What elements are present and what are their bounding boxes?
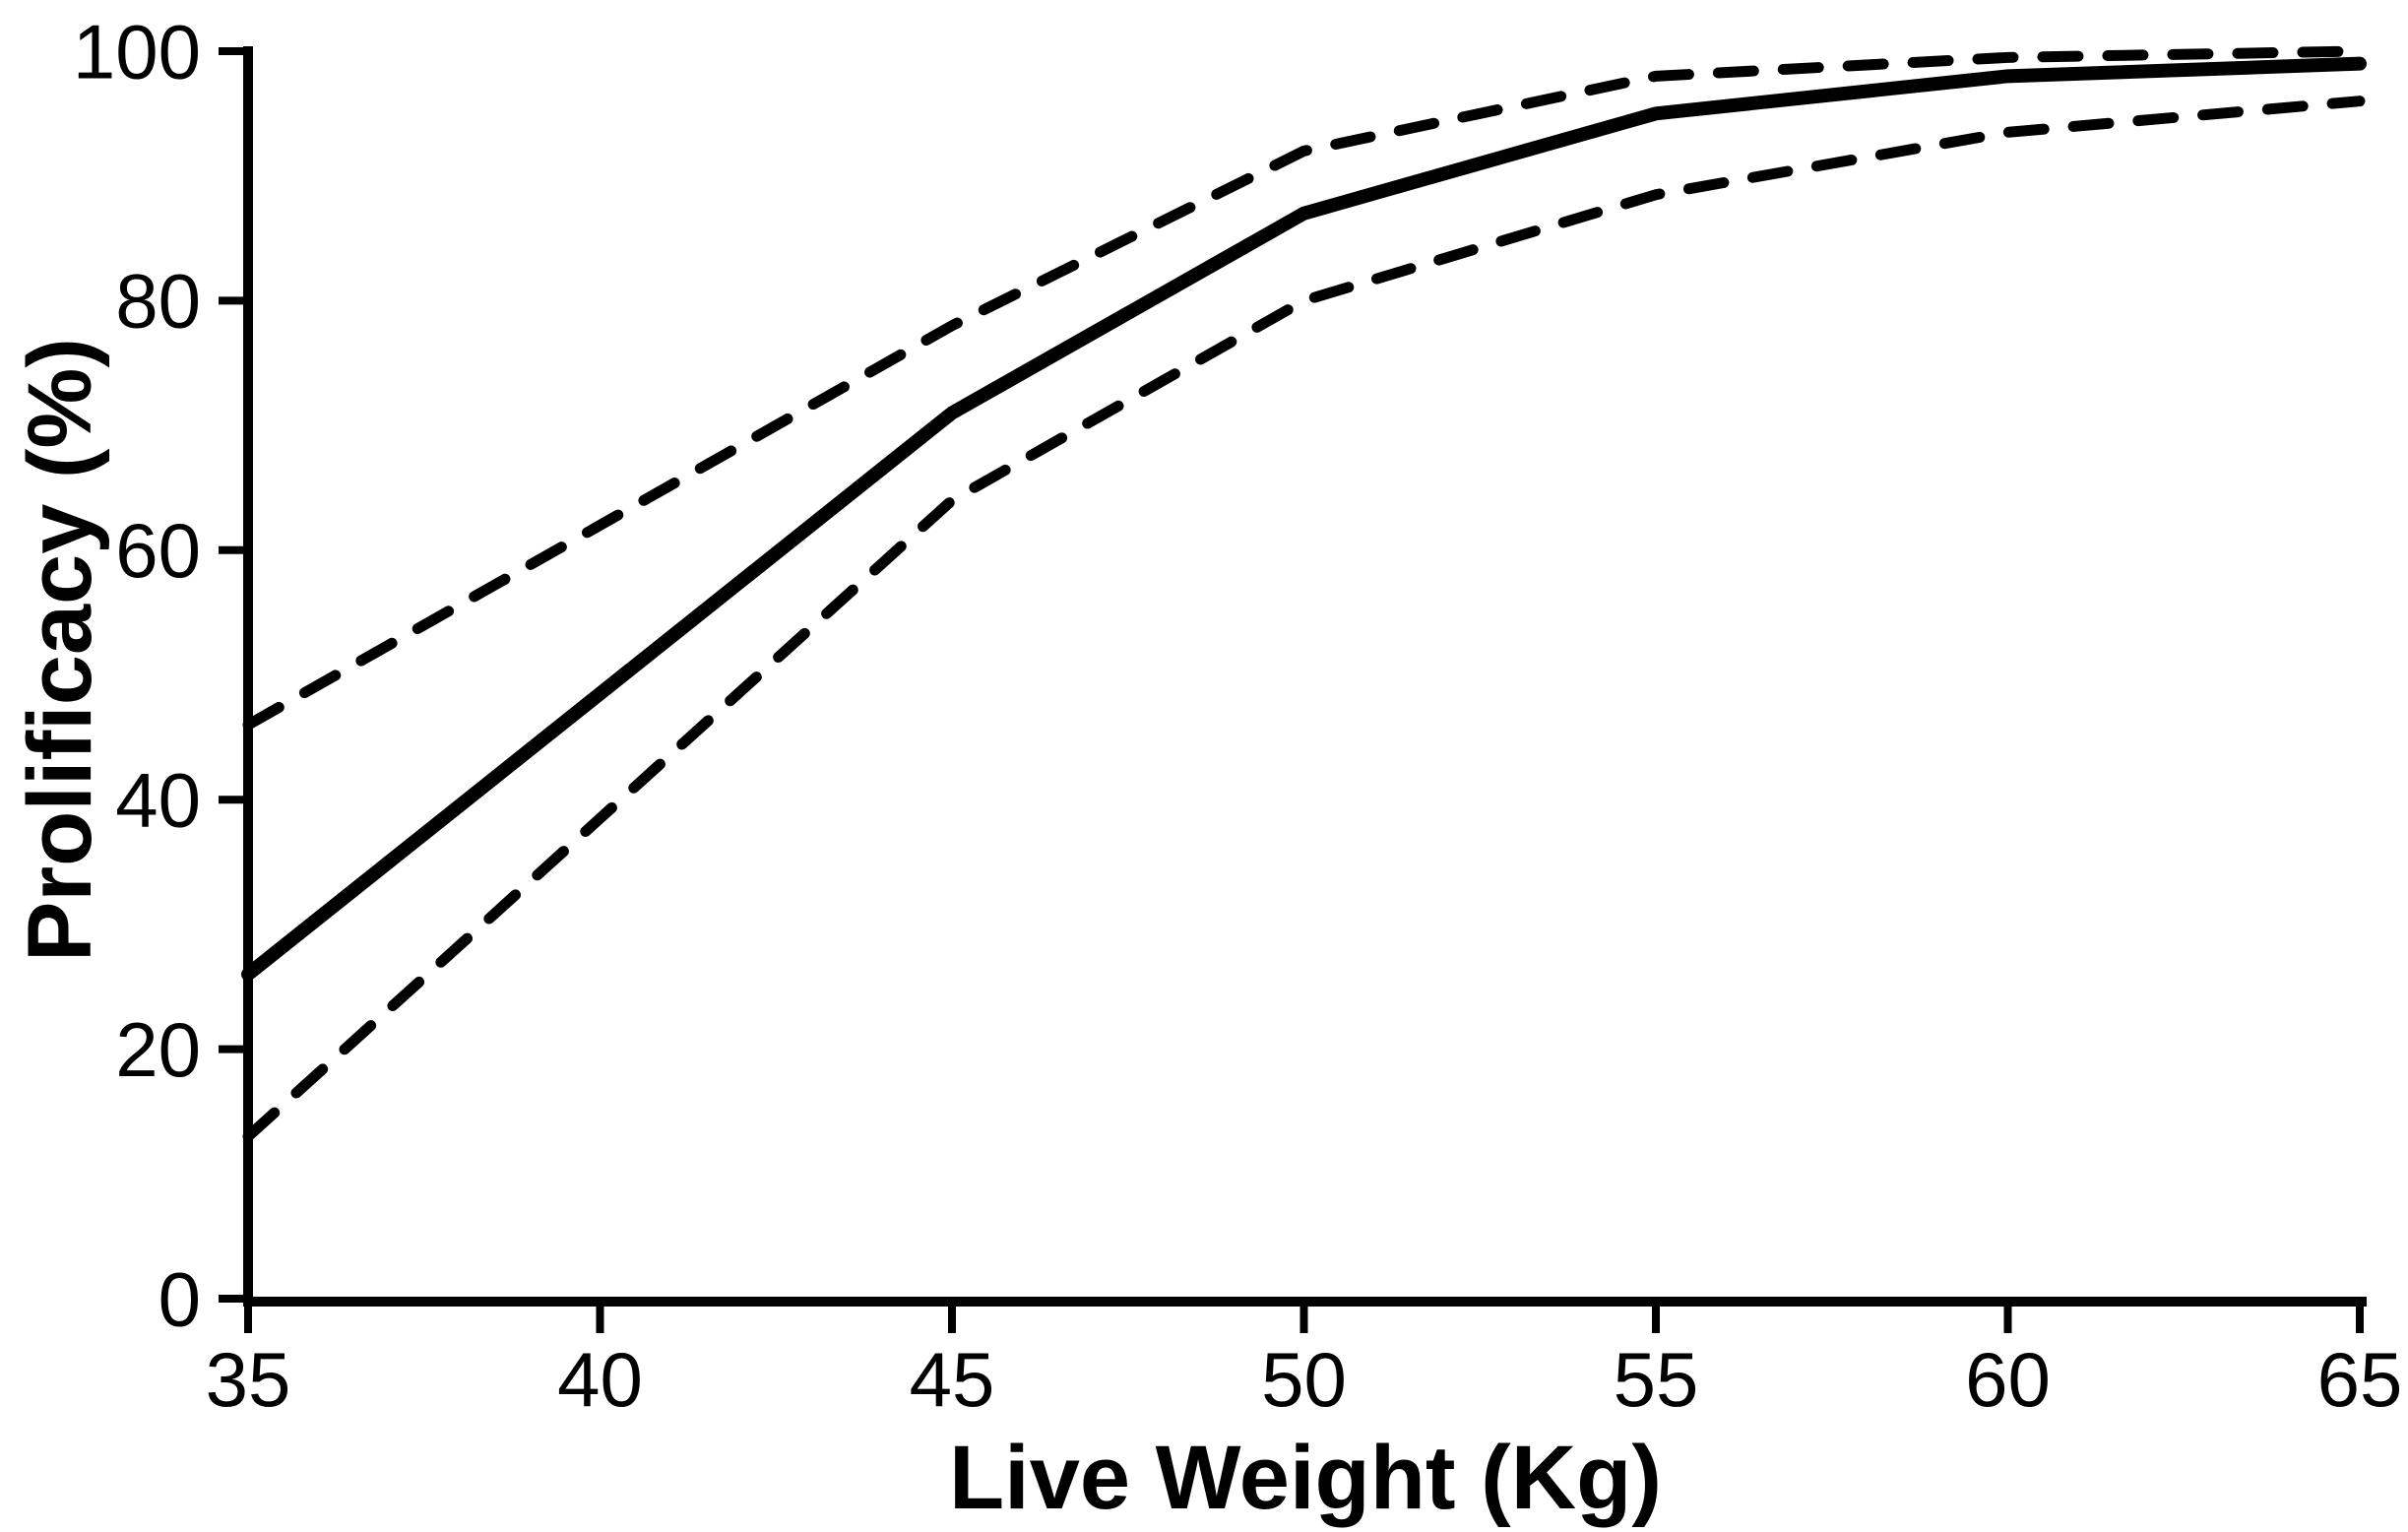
x-tick-label: 60	[1965, 1336, 2051, 1423]
x-tick-label: 50	[1261, 1336, 1347, 1423]
x-tick-label: 35	[206, 1336, 291, 1423]
prolificacy-mean-line	[241, 56, 2367, 982]
x-tick-label: 65	[2317, 1336, 2403, 1423]
y-tick-label: 60	[115, 507, 201, 594]
y-tick-label: 40	[115, 757, 201, 844]
x-tick-label: 40	[557, 1336, 643, 1423]
lower-confidence-band-line	[242, 96, 2366, 1142]
x-tick-label: 55	[1614, 1336, 1699, 1423]
y-tick-label: 0	[158, 1255, 201, 1342]
upper-confidence-band-line	[242, 45, 2366, 731]
y-tick-label: 80	[115, 258, 201, 345]
x-tick-label: 45	[910, 1336, 995, 1423]
x-axis-title: Live Weight (Kg)	[949, 1428, 1662, 1528]
y-axis-title: Prolificacy (%)	[10, 338, 110, 962]
axis-tick-labels: 0 20 40 60 80 100 35 40 45 50 55 60 65	[73, 8, 2403, 1423]
y-tick-label: 100	[73, 8, 201, 95]
data-series	[241, 45, 2367, 1142]
axes	[243, 46, 2367, 1307]
axis-ticks	[219, 47, 2364, 1333]
y-tick-label: 20	[115, 1006, 201, 1093]
